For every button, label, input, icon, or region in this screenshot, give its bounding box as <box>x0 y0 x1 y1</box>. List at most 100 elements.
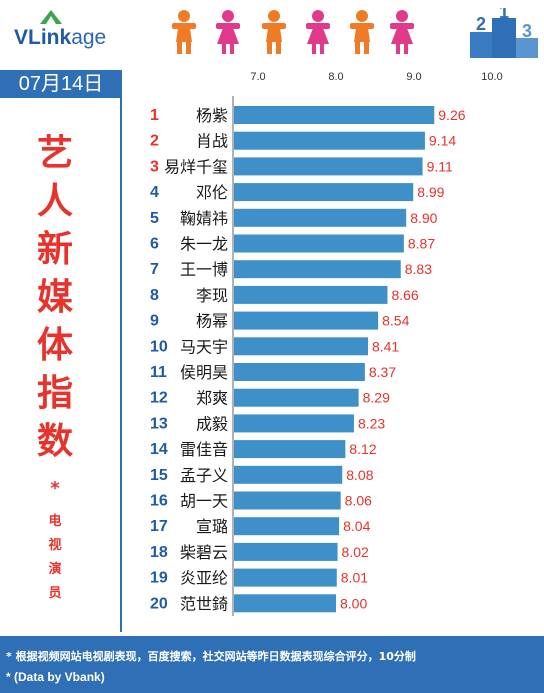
score-value-label: 8.66 <box>391 287 418 303</box>
artist-name: 王一博 <box>180 260 228 279</box>
rank-number: 10 <box>150 338 168 355</box>
subtitle-char: 电 <box>48 514 62 529</box>
score-bar <box>234 337 368 356</box>
score-value-label: 8.90 <box>410 210 437 226</box>
score-bar <box>234 542 338 561</box>
score-bar <box>234 363 365 381</box>
rank-number: 4 <box>150 184 159 201</box>
score-bar <box>234 260 401 279</box>
title-char: 指 <box>36 373 73 414</box>
artist-name: 成毅 <box>196 414 228 433</box>
score-bar <box>234 491 341 510</box>
score-bar <box>234 131 425 150</box>
person-pink-icon <box>216 10 240 54</box>
artist-name: 杨幂 <box>196 312 228 331</box>
header: VLinkage 2 1 3 <box>0 0 544 70</box>
artist-name: 易烊千玺 <box>164 157 228 176</box>
rank-number: 17 <box>150 518 168 535</box>
artist-name: 宣璐 <box>196 517 228 536</box>
footer-note-source: * (Data by Vbank) <box>6 670 105 684</box>
artist-name: 雷佳音 <box>180 440 228 459</box>
title-char: 人 <box>36 181 73 222</box>
score-value-label: 9.11 <box>427 158 453 174</box>
rank-number: 7 <box>150 261 159 278</box>
title-char: 艺 <box>36 133 73 174</box>
logo-triangle-icon <box>40 10 62 24</box>
score-value-label: 8.29 <box>363 390 390 406</box>
vlinkage-logo: VLinkage <box>14 10 107 50</box>
artist-name: 杨紫 <box>196 106 228 125</box>
score-bar <box>234 594 336 613</box>
rank-number: 18 <box>150 544 168 561</box>
rank-number: 9 <box>150 313 159 330</box>
ranking-bar-chart: 7.0 8.0 9.0 10.0 1 杨紫 9.26 2 肖战 9.14 3 易烊千玺 9.11 4 邓伦 8… <box>150 71 503 616</box>
score-bar <box>234 183 414 202</box>
svg-text:3: 3 <box>522 21 532 41</box>
x-tick-label: 9.0 <box>406 71 421 83</box>
artist-name: 邓伦 <box>196 183 228 202</box>
score-bar <box>234 157 423 176</box>
score-value-label: 8.54 <box>382 313 409 329</box>
rank-number: 19 <box>150 570 168 587</box>
artist-name: 孟子义 <box>180 466 228 485</box>
x-tick-label: 10.0 <box>481 71 502 83</box>
rank-number: 5 <box>150 210 159 227</box>
title-char: 体 <box>36 325 73 366</box>
score-value-label: 8.87 <box>408 236 435 252</box>
score-value-label: 8.00 <box>340 595 367 611</box>
artist-name: 胡一天 <box>180 492 228 511</box>
rank-number: 2 <box>150 133 159 150</box>
score-value-label: 8.37 <box>369 364 396 380</box>
title-char: 数 <box>36 421 73 462</box>
rank-number: 15 <box>150 467 168 484</box>
rank-number: 16 <box>150 493 168 510</box>
svg-text:1: 1 <box>499 8 509 22</box>
artist-name: 鞠婧祎 <box>180 209 228 228</box>
score-bar <box>234 234 404 253</box>
artist-name: 郑爽 <box>196 389 228 408</box>
score-value-label: 8.41 <box>372 338 399 354</box>
score-bar <box>234 465 343 484</box>
score-value-label: 8.01 <box>341 570 368 586</box>
score-value-label: 8.04 <box>343 518 370 534</box>
artist-name: 李现 <box>196 286 228 305</box>
subtitle-char: 员 <box>48 586 62 601</box>
score-bar <box>234 414 354 433</box>
score-bar <box>234 568 337 587</box>
score-bar <box>234 208 407 227</box>
score-value-label: 8.12 <box>349 441 376 457</box>
score-value-label: 9.14 <box>429 133 456 149</box>
footer-note-method: * 根据视频网站电视剧表现，百度搜索，社交网站等昨日数据表现综合评分，10分制 <box>6 650 416 663</box>
x-tick-label: 8.0 <box>328 71 343 83</box>
score-value-label: 8.02 <box>342 544 369 560</box>
score-bar <box>234 388 359 407</box>
score-bar <box>234 517 340 536</box>
rank-number: 12 <box>150 390 168 407</box>
score-bar <box>234 106 435 124</box>
rank-number: 13 <box>150 415 168 432</box>
rank-number: 8 <box>150 287 159 304</box>
score-value-label: 8.08 <box>346 467 373 483</box>
person-orange-icon <box>172 10 196 54</box>
score-bar <box>234 285 388 304</box>
title-char: 媒 <box>36 277 73 318</box>
score-value-label: 8.23 <box>358 415 385 431</box>
rank-number: 1 <box>150 107 159 124</box>
rank-number: 3 <box>150 158 159 175</box>
person-orange-icon <box>262 10 286 54</box>
footer-notes: * 根据视频网站电视剧表现，百度搜索，社交网站等昨日数据表现综合评分，10分制 … <box>0 636 544 693</box>
rank-number: 11 <box>150 364 167 381</box>
people-figures <box>172 10 414 54</box>
artist-name: 炎亚纶 <box>180 569 228 588</box>
podium-icon: 2 1 3 <box>470 8 538 58</box>
rank-number: 6 <box>150 236 159 253</box>
logo-text-suffix: age <box>71 26 107 49</box>
artist-name: 侯明昊 <box>180 363 228 382</box>
asterisk-mark: * <box>50 478 60 499</box>
date-badge: 07月14日 <box>0 70 122 98</box>
artist-name: 肖战 <box>196 132 228 151</box>
score-bar <box>234 440 346 459</box>
artist-name: 柴碧云 <box>180 543 228 562</box>
subtitle-char: 演 <box>48 562 62 577</box>
left-title-panel: 艺 人 新 媒 体 指 数 * 电 视 演 员 <box>0 98 122 632</box>
